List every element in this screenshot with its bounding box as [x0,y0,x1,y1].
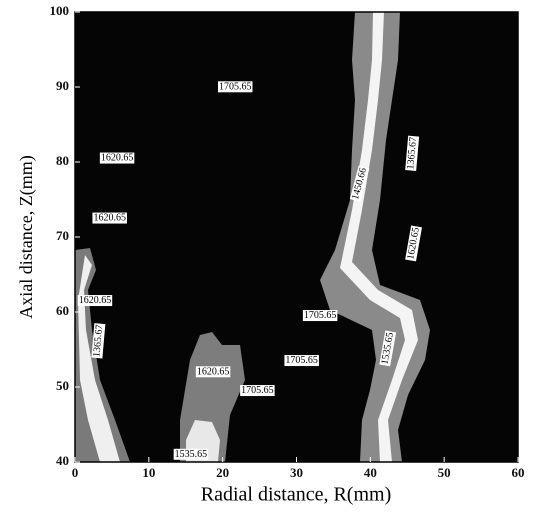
x-tick-label: 20 [216,465,229,480]
y-tick-label: 40 [56,453,69,468]
x-tick-label: 60 [512,465,525,480]
label-box [405,135,420,171]
y-tick-label: 50 [56,378,69,393]
x-tick-label: 10 [142,465,155,480]
contour-label: 1620.65 [197,366,230,377]
label-box [217,81,253,93]
y-tick-label: 60 [56,303,69,318]
y-tick-label: 80 [56,153,69,168]
label-box [302,310,338,322]
label-box [91,323,106,359]
contour-label: 1705.65 [241,385,274,396]
contour-label: 1535.65 [175,449,208,460]
contour-label: 1705.65 [304,310,337,321]
contour-label: 1705.65 [285,355,318,366]
contour-label: 1705.65 [219,81,252,92]
y-tick-label: 90 [56,78,69,93]
contour-label: 1365.67 [91,324,105,357]
y-tick-label: 70 [56,228,69,243]
label-box [173,448,209,460]
label-box [405,225,422,262]
label-box [349,165,370,202]
label-box [284,355,319,367]
label-box [379,330,397,367]
x-tick-label: 30 [290,465,303,480]
y-axis-label: Axial distance, Z(mm) [16,155,37,318]
label-box [240,385,275,397]
label-box [92,212,127,224]
white-band [340,12,418,462]
contour-label: 1365.67 [405,137,419,170]
label-box [195,366,231,378]
label-box [77,295,113,307]
contour-label: 1620.65 [79,295,112,306]
contour-label: 1620.65 [101,153,134,164]
x-tick-label: 0 [72,465,79,480]
x-tick-label: 40 [364,465,377,480]
x-tick-label: 50 [438,465,451,480]
plot-area [75,12,518,462]
left-white [78,255,120,462]
x-axis-label: Radial distance, R(mm) [201,484,392,506]
y-tick-label: 100 [50,3,70,18]
label-box [99,152,135,164]
contour-label: 1620.65 [93,213,126,224]
